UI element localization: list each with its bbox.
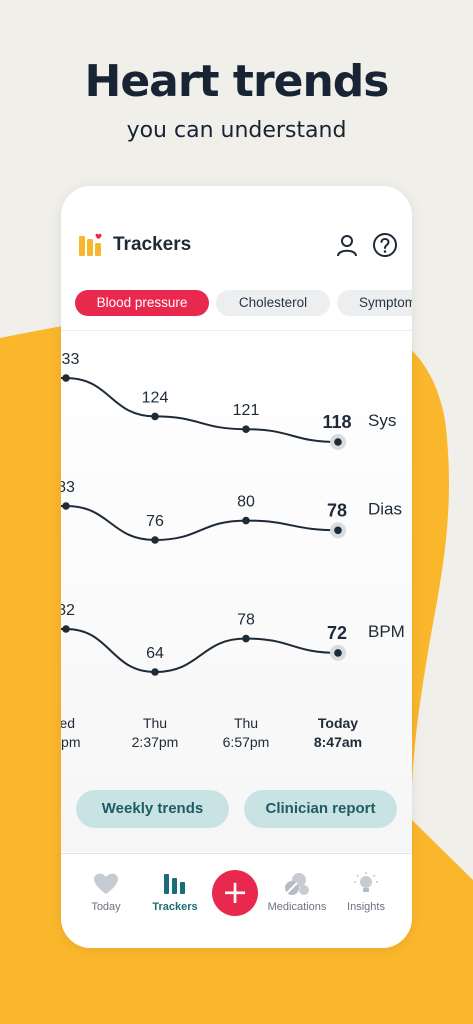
data-label: 64 xyxy=(146,645,164,662)
series-name-label: Sys xyxy=(368,411,396,430)
nav-insights[interactable]: Insights xyxy=(331,872,401,913)
x-axis-day-label: Thu xyxy=(143,715,167,731)
data-label: 76 xyxy=(146,513,164,530)
data-label: 82 xyxy=(61,602,75,619)
data-label: 72 xyxy=(327,623,347,643)
data-point xyxy=(334,526,342,535)
data-label: 118 xyxy=(322,412,351,432)
nav-today[interactable]: Today xyxy=(71,872,141,913)
subheadline: you can understand xyxy=(126,118,347,143)
data-point xyxy=(151,668,159,676)
user-icon[interactable] xyxy=(335,233,359,257)
data-point xyxy=(151,536,159,544)
series-name-label: BPM xyxy=(368,622,405,641)
data-point xyxy=(242,425,250,433)
x-axis-time-label: 2:37pm xyxy=(132,734,179,750)
pills-icon xyxy=(285,873,309,895)
data-label: 78 xyxy=(237,612,255,629)
lightbulb-icon xyxy=(354,872,378,892)
filter-symptoms[interactable]: Symptom xyxy=(337,290,412,316)
help-icon[interactable] xyxy=(372,232,398,258)
filter-cholesterol[interactable]: Cholesterol xyxy=(216,290,330,316)
x-axis-time-label: 6:57pm xyxy=(223,734,270,750)
nav-divider xyxy=(61,853,412,854)
x-axis-time-label: 8:47am xyxy=(314,734,362,750)
series-name-label: Dias xyxy=(368,499,402,518)
x-axis-day-label: Thu xyxy=(234,715,258,731)
data-label: 124 xyxy=(142,389,169,406)
trackers-icon xyxy=(164,874,185,894)
data-point xyxy=(151,412,159,421)
app-title: Trackers xyxy=(113,234,192,255)
heart-icon xyxy=(94,873,118,894)
data-label: 78 xyxy=(327,500,347,520)
nav-trackers-label: Trackers xyxy=(152,901,198,913)
phone-screen: Trackers Blood pressure Cholesterol Symp… xyxy=(61,186,412,948)
data-label: 121 xyxy=(233,402,260,419)
nav-trackers[interactable]: Trackers xyxy=(140,872,210,913)
app-header: Trackers Blood pressure Cholesterol Symp… xyxy=(61,186,412,326)
series-line-sys xyxy=(61,377,339,443)
data-point xyxy=(334,649,342,657)
data-point xyxy=(242,634,250,643)
clinician-report-button[interactable]: Clinician report xyxy=(244,790,397,828)
nav-insights-label: Insights xyxy=(347,901,385,913)
data-label: 133 xyxy=(61,351,79,368)
add-button[interactable]: + xyxy=(212,870,258,916)
x-axis-time-label: 51pm xyxy=(61,734,81,750)
series-line-dias xyxy=(61,505,339,542)
x-axis-day-label: Ved xyxy=(61,715,75,731)
data-point xyxy=(62,502,70,510)
nav-today-label: Today xyxy=(91,901,121,913)
data-point xyxy=(334,438,342,446)
trend-chart: 133 124 121 118 Sys 83 76 80 78 Dias 82 64 78 72 BPM Ve… xyxy=(61,351,405,750)
data-point xyxy=(62,625,70,633)
data-label: 83 xyxy=(61,479,75,496)
nav-medications-label: Medications xyxy=(267,901,327,913)
data-point xyxy=(242,516,250,525)
weekly-trends-button[interactable]: Weekly trends xyxy=(76,790,229,828)
x-axis-day-label: Today xyxy=(318,715,358,731)
bottom-nav: Today Trackers + Medications xyxy=(61,854,412,948)
data-point xyxy=(62,374,70,382)
chart-background xyxy=(61,332,412,852)
nav-medications[interactable]: Medications xyxy=(262,872,332,913)
header-divider xyxy=(61,330,412,331)
trackers-logo-icon xyxy=(79,233,102,256)
headline: Heart trends xyxy=(84,56,390,107)
series-line-bpm xyxy=(61,628,339,674)
data-label: 80 xyxy=(237,494,255,511)
filter-blood-pressure[interactable]: Blood pressure xyxy=(75,290,209,316)
